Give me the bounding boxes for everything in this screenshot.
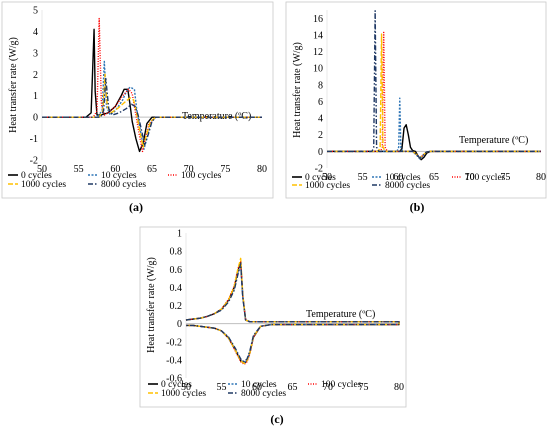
y-axis-title: Heat transfer rate (W/g) [8,37,19,133]
x-tick-label: 55 [217,382,227,393]
legend-label: 1000 cycles [305,181,350,191]
y-axis-title: Heat transfer rate (W/g) [146,257,157,353]
y-tick-label: -0.6 [166,374,182,385]
y-tick-label: 1 [33,91,38,102]
series-line-100-cycles [42,17,262,153]
x-tick-label: 70 [184,164,194,175]
y-tick-label: 0 [33,113,38,124]
legend-label: 10 cycles [101,171,137,181]
legend-label: 0 cycles [161,380,192,390]
legend-label: 100 cycles [181,171,222,181]
y-tick-label: 5 [33,6,38,17]
legend-label: 1000 cycles [161,389,206,399]
legend-label: 100 cycles [465,173,506,183]
legend-label: 8000 cycles [241,389,286,399]
y-tick-label: 4 [33,27,38,38]
series-line-8000-cycles [42,77,262,146]
x-tick-label: 65 [288,382,298,393]
series-line-8000-cycles [185,263,400,363]
series-line-0-cycles [327,124,541,161]
caption-b: (b) [409,200,425,214]
y-tick-label: -0.2 [166,337,182,348]
y-tick-label: 0.8 [170,247,183,258]
y-tick-label: 3 [33,48,38,59]
y-tick-label: -2 [315,164,323,175]
x-tick-label: 50 [181,382,191,393]
caption-a: (a) [129,200,143,214]
y-tick-label: 0.2 [170,301,183,312]
legend-label: 10 cycles [241,380,277,390]
legend-label: 1000 cycles [21,180,66,190]
series-line-8000-cycles [327,10,541,159]
x-tick-label: 60 [252,382,262,393]
y-tick-label: 1 [177,229,182,240]
y-tick-label: 0.6 [170,265,183,276]
y-tick-label: 6 [318,97,323,108]
x-axis-title: Temperature (ºC) [459,135,528,146]
x-tick-label: 60 [110,164,120,175]
x-tick-label: 75 [500,172,510,183]
y-tick-label: 8 [318,80,323,91]
series-line-1000-cycles [42,73,262,148]
y-tick-label: 14 [313,30,323,41]
x-tick-label: 80 [394,382,404,393]
chart-frame [285,1,547,199]
chart-b: -2 0 2 4 6 8 10 12 14 16 50 55 60 65 70 75 80 Temperature… [285,1,547,199]
y-tick-label: 0.4 [170,283,183,294]
y-tick-label: -0.4 [166,355,182,366]
caption-c: (c) [270,412,284,426]
y-tick-label: -2 [30,156,38,167]
y-tick-label: 16 [313,14,323,25]
x-tick-label: 80 [536,172,546,183]
y-tick-label: 0 [177,319,182,330]
x-tick-label: 55 [358,172,368,183]
chart-frame [1,1,274,199]
x-tick-label: 65 [429,172,439,183]
legend-label: 8000 cycles [385,181,430,191]
x-tick-label: 50 [322,172,332,183]
y-tick-label: 0 [318,147,323,158]
chart-c: -0.6 -0.4 -0.2 0 0.2 0.4 0.6 0.8 1 50 55 60 65 70 75 80… [139,226,407,408]
x-tick-label: 60 [393,172,403,183]
x-tick-label: 75 [220,164,230,175]
y-tick-label: -1 [30,134,38,145]
y-tick-label: 2 [33,70,38,81]
x-axis-title: Temperature (ºC) [306,309,375,320]
x-tick-label: 70 [465,172,475,183]
x-tick-label: 70 [323,382,333,393]
legend-label: 10 cycles [385,173,421,183]
y-axis-title: Heat transfer rate (W/g) [292,42,303,138]
x-tick-label: 75 [359,382,369,393]
series-line-10-cycles [327,97,541,160]
y-tick-label: 12 [313,47,323,58]
x-tick-label: 80 [257,164,267,175]
x-tick-label: 55 [74,164,84,175]
series-line-0-cycles [42,28,262,153]
legend-label: 0 cycles [305,173,336,183]
legend-label: 8000 cycles [101,180,146,190]
legend-label: 100 cycles [321,380,362,390]
y-tick-label: 4 [318,114,323,125]
y-tick-label: 2 [318,130,323,141]
legend-label: 0 cycles [21,171,52,181]
series-line-10-cycles [42,60,262,150]
chart-frame [139,226,407,408]
y-tick-label: 10 [313,64,323,75]
x-tick-label: 50 [37,164,47,175]
x-tick-label: 65 [147,164,157,175]
